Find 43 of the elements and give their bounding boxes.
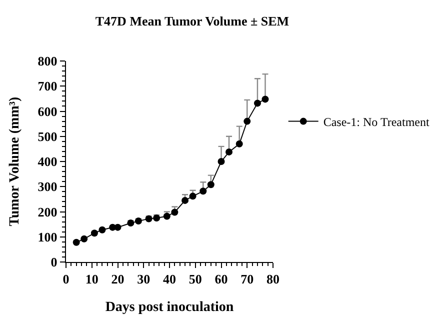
point — [114, 224, 122, 231]
point — [127, 220, 134, 227]
y-tick-label: 800 — [38, 54, 58, 69]
y-tick-label: 200 — [38, 204, 58, 220]
point — [80, 235, 88, 242]
point — [153, 214, 160, 222]
y-tick-label: 700 — [38, 78, 58, 94]
point — [171, 208, 178, 216]
point — [145, 215, 152, 222]
x-tick-label: 40 — [163, 272, 176, 287]
x-tick-label: 0 — [62, 272, 70, 287]
point — [134, 218, 142, 225]
x-tick-label: 60 — [214, 272, 228, 287]
x-tick-label: 30 — [137, 272, 150, 287]
legend-label: Case-1: No Treatment — [323, 114, 430, 129]
point — [262, 96, 269, 103]
x-tick-label: 70 — [240, 272, 254, 287]
chart-title: T47D Mean Tumor Volume ± SEM — [95, 14, 290, 29]
point — [90, 230, 98, 237]
x-axis-title: Days post inoculation — [105, 300, 234, 315]
point — [226, 148, 233, 156]
point — [182, 196, 189, 204]
point — [189, 192, 196, 200]
point — [218, 158, 225, 165]
y-tick-label: 300 — [38, 179, 58, 194]
point — [207, 181, 214, 188]
point — [200, 188, 207, 195]
x-tick-label: 80 — [266, 272, 280, 287]
y-tick-label: 600 — [38, 104, 58, 119]
y-tick-label: 0 — [50, 254, 58, 270]
x-tick-label: 20 — [111, 272, 124, 287]
x-tick-label: 50 — [188, 272, 202, 287]
point — [236, 140, 243, 148]
point — [244, 118, 251, 125]
point — [163, 212, 170, 220]
point — [72, 238, 80, 246]
y-tick-label: 500 — [38, 128, 58, 144]
y-tick-label: 100 — [38, 229, 58, 244]
point — [254, 100, 261, 107]
point — [98, 226, 106, 234]
x-tick-label: 10 — [85, 272, 98, 287]
y-axis-title: Tumor Volume (mm³) — [7, 96, 22, 226]
y-tick-label: 400 — [38, 154, 58, 170]
